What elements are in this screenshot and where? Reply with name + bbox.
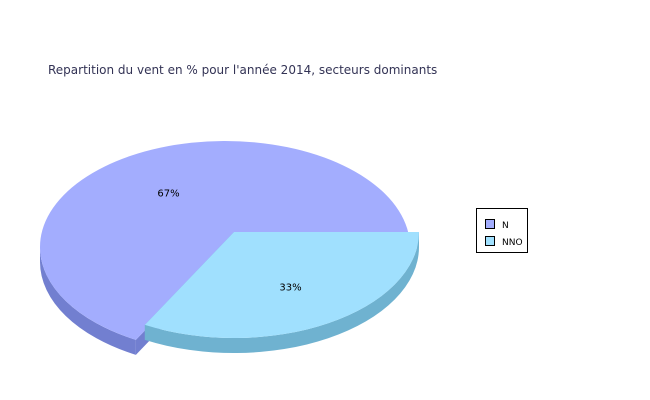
legend-label-nno: NNO	[502, 238, 523, 248]
slice-n	[40, 141, 411, 340]
legend: N NNO	[476, 208, 528, 253]
legend-swatch-nno	[485, 236, 495, 246]
slice-side-nno	[144, 232, 420, 353]
slice-nno	[144, 232, 420, 338]
legend-swatch-n	[485, 219, 495, 229]
legend-item-nno: NNO	[485, 236, 523, 248]
data-label-n: 67%	[157, 188, 179, 199]
slice-side-n	[40, 247, 136, 355]
chart-title: Repartition du vent en % pour l'année 20…	[48, 63, 438, 77]
legend-label-n: N	[502, 221, 509, 231]
legend-item-n: N	[485, 219, 509, 231]
data-label-nno: 33%	[279, 283, 301, 294]
